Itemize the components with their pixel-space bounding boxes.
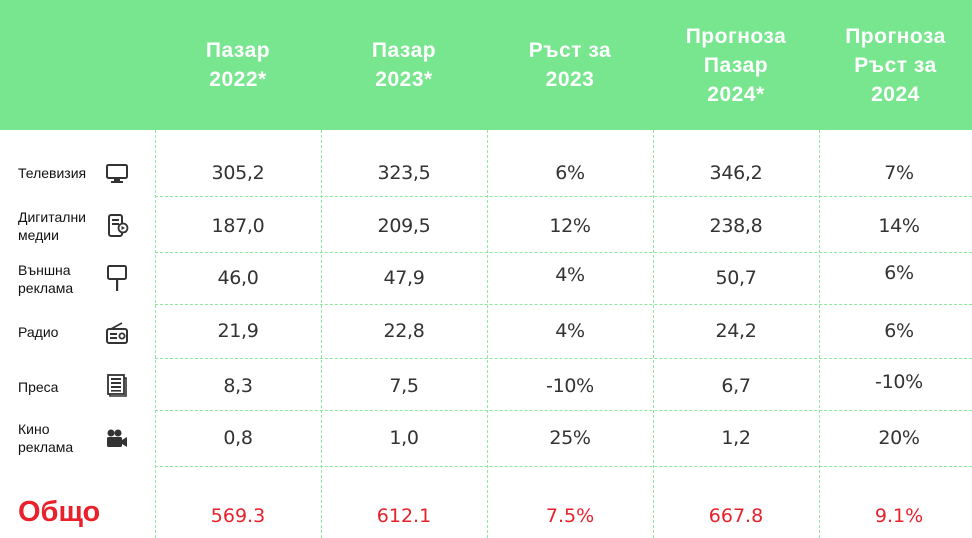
header-market-2023: Пазар 2023*	[371, 39, 437, 91]
cinema-camera-icon	[104, 426, 130, 452]
cell-value: 305,2	[211, 162, 265, 184]
cell-value: 25%	[549, 427, 591, 449]
cell-value: 24,2	[715, 320, 757, 342]
cell-value: 12%	[549, 215, 591, 237]
cell-value: 187,0	[211, 215, 265, 237]
grid-line	[155, 252, 972, 253]
cell-value: 6%	[884, 262, 914, 284]
cell-value: 8,3	[223, 375, 253, 397]
grid-line	[155, 466, 972, 467]
row-label-outdoor: Външна реклама	[18, 262, 74, 296]
grid-line	[155, 130, 156, 538]
grid-line	[487, 130, 488, 538]
cell-value: -10%	[546, 375, 594, 397]
cell-value: 50,7	[715, 267, 757, 289]
total-label: Общо	[18, 496, 101, 528]
cell-value: 323,5	[377, 162, 431, 184]
cell-value: 47,9	[383, 267, 425, 289]
row-label-press: Преса	[18, 379, 59, 395]
cell-value: 14%	[878, 215, 920, 237]
cell-value: 4%	[555, 320, 585, 342]
row-label-digital-media: Дигитални медии	[18, 209, 86, 243]
grid-line	[155, 304, 972, 305]
header-market-2022: Пазар 2022*	[205, 39, 271, 91]
cell-value: 0,8	[223, 427, 253, 449]
header-growth-2023: Ръст за 2023	[528, 39, 612, 91]
cell-value: 209,5	[377, 215, 431, 237]
grid-line	[819, 130, 820, 538]
total-value: 612.1	[376, 505, 432, 527]
cell-value: -10%	[875, 371, 923, 393]
header-forecast-market-2024: Прогноза Пазар 2024*	[685, 24, 787, 106]
cell-value: 7,5	[389, 375, 419, 397]
newspaper-icon	[104, 372, 130, 398]
tv-icon	[104, 160, 130, 186]
table-header: Пазар 2022* Пазар 2023* Ръст за 2023 Про…	[0, 0, 972, 130]
digital-media-icon	[104, 213, 130, 239]
cell-value: 346,2	[709, 162, 763, 184]
cell-value: 22,8	[383, 320, 425, 342]
grid-line	[155, 410, 972, 411]
cell-value: 20%	[878, 427, 920, 449]
cell-value: 21,9	[217, 320, 259, 342]
grid-line	[155, 196, 972, 197]
total-value: 667.8	[708, 505, 764, 527]
total-value: 9.1%	[874, 505, 924, 527]
cell-value: 1,2	[721, 427, 751, 449]
row-label-radio: Радио	[18, 324, 59, 340]
cell-value: 7%	[884, 162, 914, 184]
cell-value: 6%	[884, 320, 914, 342]
grid-line	[155, 358, 972, 359]
radio-icon	[104, 320, 130, 346]
cell-value: 1,0	[389, 427, 419, 449]
grid-line	[321, 130, 322, 538]
total-value: 7.5%	[545, 505, 595, 527]
header-forecast-growth-2024: Прогноза Ръст за 2024	[845, 24, 946, 106]
cell-value: 238,8	[709, 215, 763, 237]
cell-value: 6,7	[721, 375, 751, 397]
total-value: 569.3	[210, 505, 266, 527]
billboard-icon	[104, 265, 130, 291]
cell-value: 4%	[555, 264, 585, 286]
cell-value: 46,0	[217, 267, 259, 289]
row-label-tv: Телевизия	[18, 165, 87, 181]
grid-line	[653, 130, 654, 538]
cell-value: 6%	[555, 162, 585, 184]
row-label-cinema: Кино реклама	[18, 421, 74, 455]
